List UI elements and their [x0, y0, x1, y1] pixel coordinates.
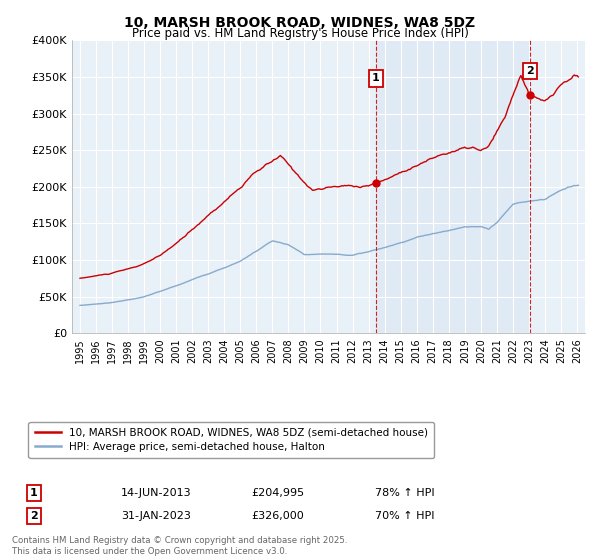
Text: Contains HM Land Registry data © Crown copyright and database right 2025.
This d: Contains HM Land Registry data © Crown c… [12, 536, 347, 556]
Text: 31-JAN-2023: 31-JAN-2023 [121, 511, 191, 521]
Text: 2: 2 [29, 511, 37, 521]
Text: 1: 1 [29, 488, 37, 498]
Text: £326,000: £326,000 [251, 511, 304, 521]
Text: Price paid vs. HM Land Registry's House Price Index (HPI): Price paid vs. HM Land Registry's House … [131, 27, 469, 40]
Text: 70% ↑ HPI: 70% ↑ HPI [374, 511, 434, 521]
Legend: 10, MARSH BROOK ROAD, WIDNES, WA8 5DZ (semi-detached house), HPI: Average price,: 10, MARSH BROOK ROAD, WIDNES, WA8 5DZ (s… [28, 422, 434, 458]
Text: 1: 1 [372, 73, 380, 83]
Text: 10, MARSH BROOK ROAD, WIDNES, WA8 5DZ: 10, MARSH BROOK ROAD, WIDNES, WA8 5DZ [124, 16, 476, 30]
Bar [376, 40, 530, 333]
Text: £204,995: £204,995 [251, 488, 305, 498]
Text: 2: 2 [526, 66, 534, 76]
Text: 78% ↑ HPI: 78% ↑ HPI [374, 488, 434, 498]
Text: 14-JUN-2013: 14-JUN-2013 [121, 488, 191, 498]
